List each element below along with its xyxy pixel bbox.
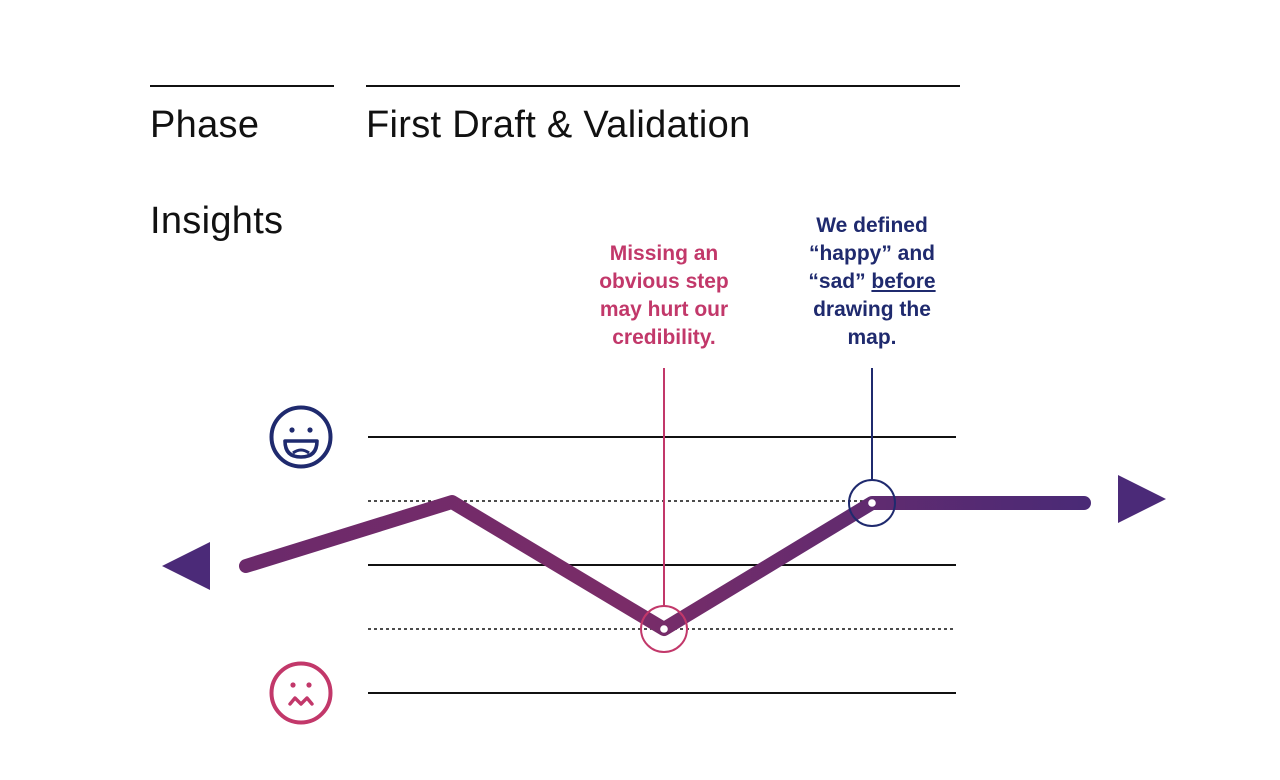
happy-face-icon [269, 405, 333, 469]
insight-emphasis: before [871, 270, 936, 293]
insight-line: credibility. [612, 326, 716, 349]
insight-line: We defined [816, 214, 928, 237]
phase-label: Phase [150, 104, 260, 146]
insight-text: “sad” [808, 270, 872, 293]
arrow-right-icon[interactable] [1118, 475, 1166, 523]
phase-title: First Draft & Validation [366, 104, 751, 146]
insight-missing-step: Missing an obvious step may hurt our cre… [574, 240, 754, 352]
insight-line: may hurt our [599, 298, 729, 321]
title-rule [366, 85, 960, 87]
insight-line: drawing the [813, 298, 931, 321]
insight-defined-happy-sad: We defined “happy” and “sad” before draw… [782, 212, 962, 352]
sad-face-icon [269, 661, 333, 725]
insights-label: Insights [150, 200, 284, 242]
arrow-left-icon[interactable] [162, 542, 210, 590]
event-marker-sad [640, 605, 688, 653]
insight-line: obvious step [599, 270, 729, 293]
insight-line: “happy” and [808, 242, 935, 265]
event-marker-happy [848, 479, 896, 527]
insight-line: “sad” before [782, 268, 962, 296]
insight-line: map. [847, 326, 897, 349]
insight-line: Missing an [609, 242, 719, 265]
phase-rule [150, 85, 334, 87]
